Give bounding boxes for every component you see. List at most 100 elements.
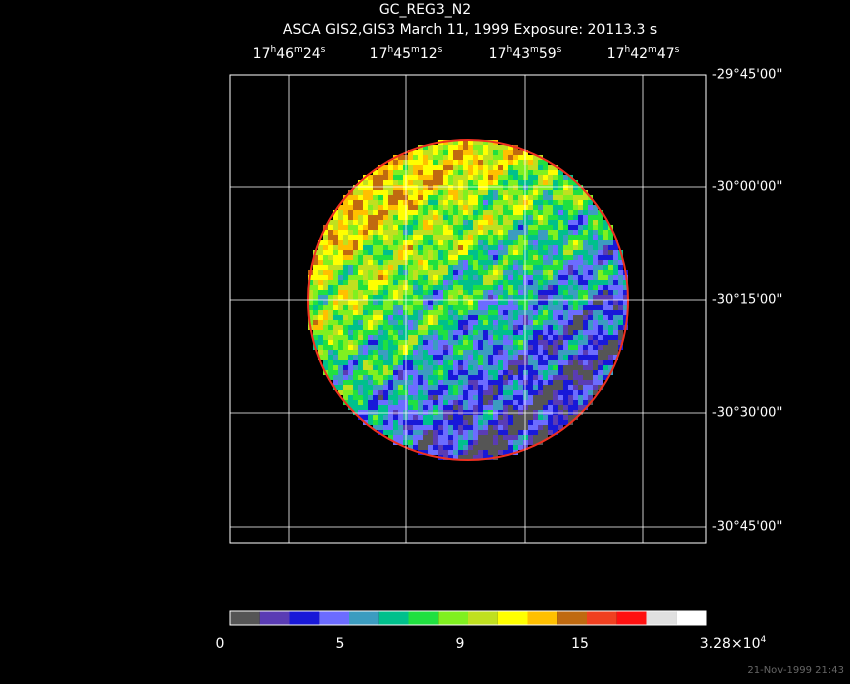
pixel	[393, 305, 398, 310]
pixel	[543, 170, 548, 175]
pixel	[473, 240, 478, 245]
pixel	[443, 365, 448, 370]
pixel	[373, 420, 378, 425]
pixel	[413, 350, 418, 355]
pixel	[513, 270, 518, 275]
pixel	[543, 175, 548, 180]
pixel	[403, 370, 408, 375]
pixel	[518, 330, 523, 335]
pixel	[468, 285, 473, 290]
pixel	[513, 305, 518, 310]
pixel	[448, 395, 453, 400]
pixel	[503, 165, 508, 170]
pixel	[458, 170, 463, 175]
pixel	[548, 340, 553, 345]
pixel	[423, 250, 428, 255]
pixel	[503, 240, 508, 245]
pixel	[618, 295, 623, 300]
pixel	[428, 155, 433, 160]
pixel	[453, 225, 458, 230]
pixel	[498, 265, 503, 270]
pixel	[353, 340, 358, 345]
pixel	[508, 405, 513, 410]
pixel	[493, 270, 498, 275]
pixel	[433, 425, 438, 430]
pixel	[553, 190, 558, 195]
pixel	[483, 185, 488, 190]
pixel	[423, 330, 428, 335]
pixel	[563, 400, 568, 405]
pixel	[448, 375, 453, 380]
pixel	[378, 255, 383, 260]
pixel	[453, 215, 458, 220]
pixel	[518, 435, 523, 440]
pixel	[413, 300, 418, 305]
pixel	[558, 365, 563, 370]
pixel	[423, 200, 428, 205]
pixel	[438, 155, 443, 160]
pixel	[368, 285, 373, 290]
pixel	[388, 225, 393, 230]
pixel	[553, 425, 558, 430]
pixel	[408, 305, 413, 310]
pixel	[578, 250, 583, 255]
pixel	[438, 250, 443, 255]
pixel	[558, 305, 563, 310]
pixel	[498, 175, 503, 180]
pixel	[393, 405, 398, 410]
pixel	[458, 340, 463, 345]
pixel	[558, 410, 563, 415]
pixel	[598, 325, 603, 330]
pixel	[323, 325, 328, 330]
pixel	[413, 370, 418, 375]
pixel	[528, 370, 533, 375]
pixel	[423, 345, 428, 350]
pixel	[478, 420, 483, 425]
pixel	[328, 310, 333, 315]
pixel	[453, 410, 458, 415]
pixel	[493, 215, 498, 220]
pixel	[393, 415, 398, 420]
pixel	[513, 335, 518, 340]
pixel	[563, 335, 568, 340]
pixel	[528, 345, 533, 350]
pixel	[578, 375, 583, 380]
pixel	[463, 320, 468, 325]
pixel	[443, 285, 448, 290]
pixel	[533, 330, 538, 335]
pixel	[488, 355, 493, 360]
pixel	[343, 380, 348, 385]
pixel	[393, 245, 398, 250]
pixel	[463, 150, 468, 155]
pixel	[413, 355, 418, 360]
pixel	[478, 300, 483, 305]
pixel	[528, 265, 533, 270]
pixel	[553, 205, 558, 210]
pixel	[593, 245, 598, 250]
pixel	[383, 365, 388, 370]
pixel	[383, 350, 388, 355]
pixel	[348, 365, 353, 370]
pixel	[458, 220, 463, 225]
pixel	[453, 210, 458, 215]
pixel	[383, 395, 388, 400]
pixel	[563, 280, 568, 285]
pixel	[478, 280, 483, 285]
pixel	[353, 255, 358, 260]
pixel	[483, 445, 488, 450]
pixel	[333, 295, 338, 300]
pixel	[508, 300, 513, 305]
pixel	[593, 355, 598, 360]
pixel	[453, 435, 458, 440]
pixel	[483, 335, 488, 340]
pixel	[583, 250, 588, 255]
pixel	[428, 230, 433, 235]
pixel	[463, 325, 468, 330]
pixel	[438, 205, 443, 210]
pixel	[583, 340, 588, 345]
pixel	[543, 205, 548, 210]
pixel	[578, 400, 583, 405]
pixel	[518, 275, 523, 280]
pixel	[408, 250, 413, 255]
pixel	[378, 215, 383, 220]
